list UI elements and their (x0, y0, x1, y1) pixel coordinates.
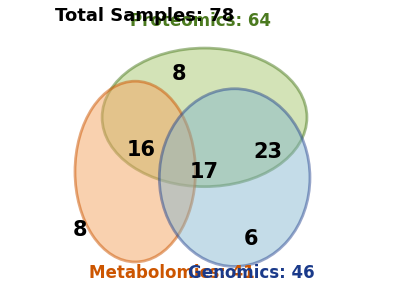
Text: 8: 8 (172, 64, 186, 84)
Ellipse shape (159, 89, 310, 267)
Text: Proteomics: 64: Proteomics: 64 (130, 12, 270, 30)
Ellipse shape (75, 81, 196, 262)
Text: Genomics: 46: Genomics: 46 (188, 264, 314, 282)
Text: 6: 6 (244, 229, 258, 249)
Text: Metabolomics: 41: Metabolomics: 41 (88, 264, 254, 282)
Text: 23: 23 (253, 142, 282, 162)
Text: 8: 8 (72, 220, 87, 240)
Text: 16: 16 (127, 140, 156, 161)
Ellipse shape (102, 48, 307, 187)
Text: 17: 17 (190, 162, 219, 181)
Text: Total Samples: 78: Total Samples: 78 (56, 7, 235, 26)
